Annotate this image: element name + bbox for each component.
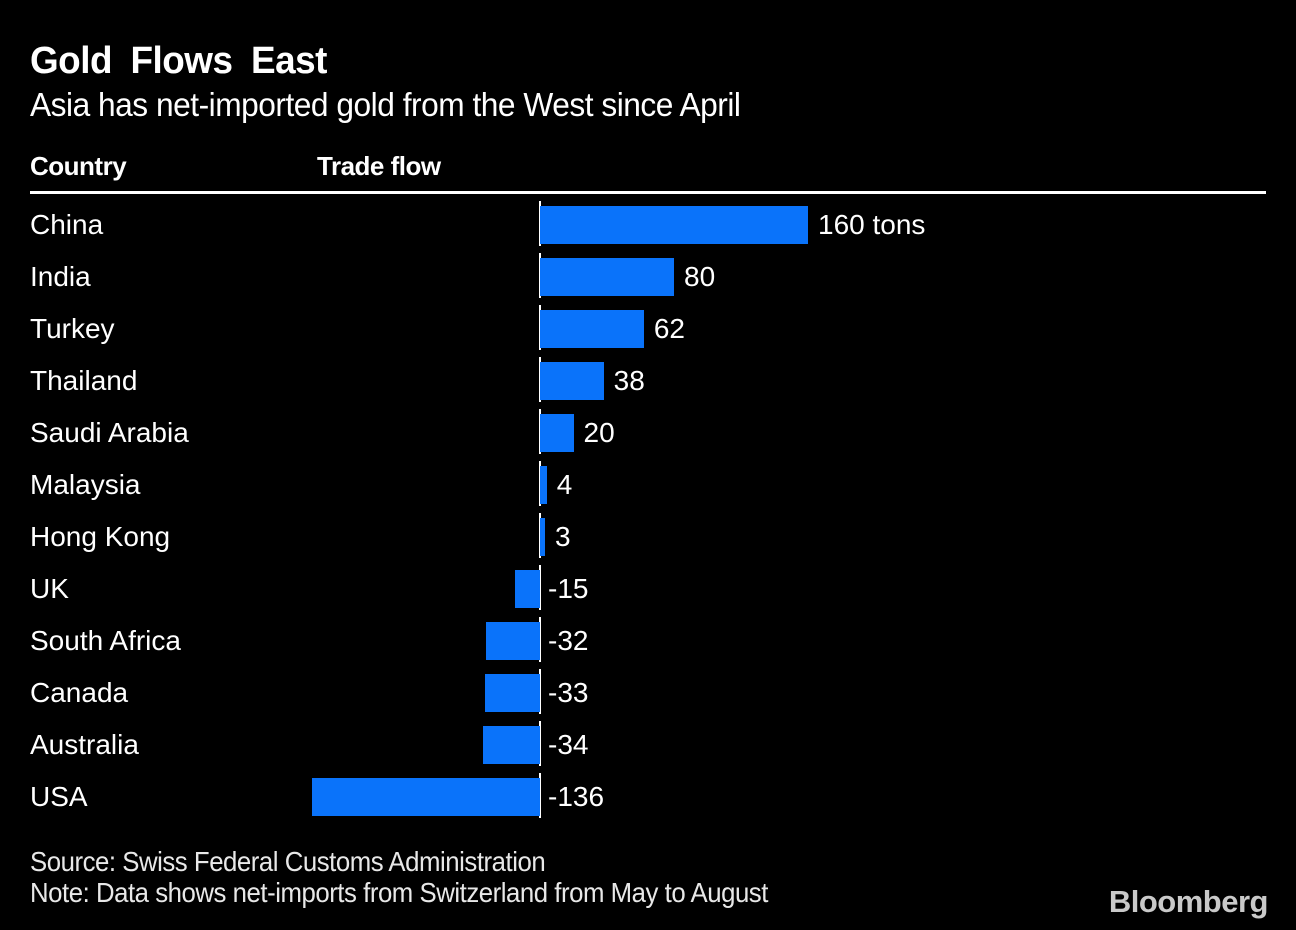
value-label: 38 xyxy=(613,365,645,396)
value-label: 62 xyxy=(653,313,685,344)
value-label: 4 xyxy=(556,469,573,500)
table-row: Australia -34 xyxy=(0,719,1296,771)
country-label: Thailand xyxy=(30,365,138,396)
trade-flow-bar xyxy=(540,466,547,504)
country-label: Saudi Arabia xyxy=(30,417,189,448)
table-row: Canada -33 xyxy=(0,667,1296,719)
country-label: China xyxy=(30,209,104,240)
column-header-country: Country xyxy=(30,151,127,181)
bloomberg-logo: Bloomberg xyxy=(1108,884,1269,919)
column-header-trade-flow: Trade flow xyxy=(317,151,441,181)
value-label: -136 xyxy=(548,781,605,812)
table-row: South Africa -32 xyxy=(0,615,1296,667)
country-label: Hong Kong xyxy=(30,521,171,552)
value-label: 20 xyxy=(583,417,615,448)
value-label: -15 xyxy=(548,573,589,604)
trade-flow-bar xyxy=(540,206,808,244)
table-row: Thailand 38 xyxy=(0,355,1296,407)
chart-subtitle: Asia has net-imported gold from the West… xyxy=(30,86,741,123)
table-row: China 160 tons xyxy=(0,199,1296,251)
value-label: -34 xyxy=(548,729,589,760)
trade-flow-bar xyxy=(540,414,574,452)
table-row: UK -15 xyxy=(0,563,1296,615)
value-label: -33 xyxy=(548,677,589,708)
bar-chart-area: China 160 tons India 80 Turkey 62 Thailand 38 Sa… xyxy=(0,199,1296,823)
value-label: 160 tons xyxy=(818,209,926,240)
trade-flow-bar xyxy=(540,518,546,556)
chart-title: Gold Flows East xyxy=(30,40,327,82)
trade-flow-bar xyxy=(540,310,644,348)
country-label: Turkey xyxy=(30,313,115,344)
table-row: Turkey 62 xyxy=(0,303,1296,355)
zero-axis-line xyxy=(539,201,541,821)
chart-rows: China 160 tons India 80 Turkey 62 Thailand 38 Sa… xyxy=(0,199,1296,823)
trade-flow-bar xyxy=(514,570,540,608)
source-text: Source: Swiss Federal Customs Administra… xyxy=(30,846,546,877)
country-label: Australia xyxy=(30,729,139,760)
trade-flow-bar xyxy=(540,258,674,296)
trade-flow-bar xyxy=(312,778,540,816)
country-label: Canada xyxy=(30,677,129,708)
country-label: UK xyxy=(30,573,69,604)
table-row: USA -136 xyxy=(0,771,1296,823)
value-label: 3 xyxy=(555,521,571,552)
table-row: Hong Kong 3 xyxy=(0,511,1296,563)
note-text: Note: Data shows net-imports from Switze… xyxy=(30,877,768,908)
value-label: -32 xyxy=(548,625,589,656)
table-row: India 80 xyxy=(0,251,1296,303)
country-label: India xyxy=(30,261,91,292)
trade-flow-bar xyxy=(486,622,540,660)
country-label: South Africa xyxy=(30,625,181,656)
trade-flow-bar xyxy=(540,362,604,400)
country-label: Malaysia xyxy=(30,469,141,500)
header-divider xyxy=(30,191,1266,194)
table-row: Saudi Arabia 20 xyxy=(0,407,1296,459)
value-label: 80 xyxy=(684,261,716,292)
country-label: USA xyxy=(30,781,88,812)
trade-flow-bar xyxy=(484,674,540,712)
trade-flow-bar xyxy=(483,726,540,764)
table-row: Malaysia 4 xyxy=(0,459,1296,511)
